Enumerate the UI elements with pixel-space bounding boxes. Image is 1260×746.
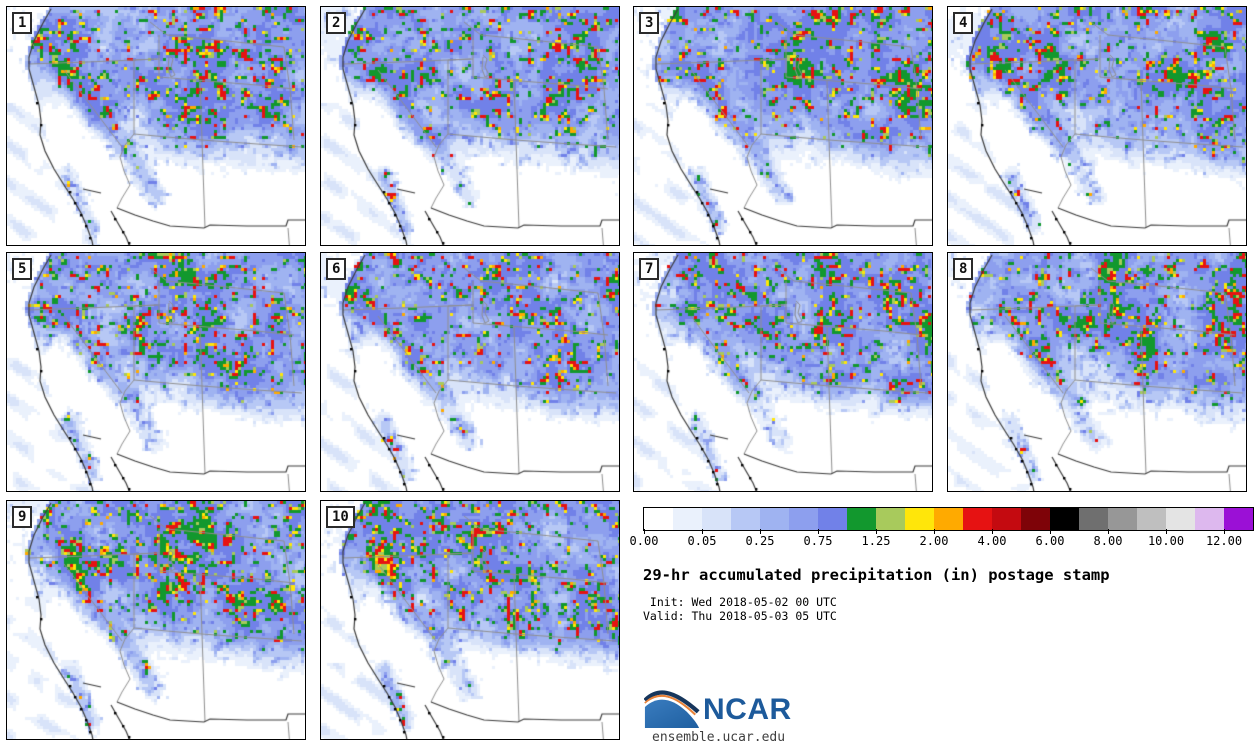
colorbar-tick	[1108, 529, 1109, 534]
colorbar-segment-2	[702, 508, 731, 530]
colorbar-segment-6	[818, 508, 847, 530]
colorbar-segment-16	[1108, 508, 1137, 530]
ensemble-member-panel-8: 8	[947, 252, 1247, 492]
member-number-badge: 9	[12, 506, 33, 528]
ncar-logo-swoosh-icon	[644, 690, 700, 728]
ensemble-member-panel-9: 9	[6, 500, 306, 740]
member-number-badge: 2	[326, 12, 347, 34]
figure-title: 29-hr accumulated precipitation (in) pos…	[643, 566, 1110, 584]
ensemble-member-panel-2: 2	[320, 6, 620, 246]
precip-colorbar	[643, 507, 1254, 531]
colorbar-segment-14	[1050, 508, 1079, 530]
member-number-badge: 1	[12, 12, 33, 34]
precip-map-canvas-8	[948, 253, 1246, 491]
ensemble-member-panel-4: 4	[947, 6, 1247, 246]
ensemble-member-panel-10: 10	[320, 500, 620, 740]
colorbar-tick-label: 0.05	[687, 534, 717, 548]
ncar-branding: NCAR ensemble.ucar.edu	[643, 684, 943, 746]
ensemble-member-panel-6: 6	[320, 252, 620, 492]
precip-map-canvas-5	[7, 253, 305, 491]
colorbar-segment-18	[1166, 508, 1195, 530]
colorbar-segment-12	[992, 508, 1021, 530]
colorbar-tick-label: 0.25	[745, 534, 775, 548]
colorbar-segment-11	[963, 508, 992, 530]
precip-map-canvas-9	[7, 501, 305, 739]
colorbar-tick-label: 0.75	[803, 534, 833, 548]
colorbar-segment-5	[789, 508, 818, 530]
colorbar-tick	[1224, 529, 1225, 534]
colorbar-segment-4	[760, 508, 789, 530]
colorbar-tick	[818, 529, 819, 534]
colorbar-tick	[876, 529, 877, 534]
ensemble-member-panel-3: 3	[633, 6, 933, 246]
ensemble-member-panel-7: 7	[633, 252, 933, 492]
precip-map-canvas-6	[321, 253, 619, 491]
colorbar-segment-13	[1021, 508, 1050, 530]
colorbar-segment-8	[876, 508, 905, 530]
colorbar-tick-label: 0.00	[629, 534, 659, 548]
colorbar-tick-label: 12.00	[1205, 534, 1243, 548]
member-number-badge: 5	[12, 258, 33, 280]
colorbar-tick	[1050, 529, 1051, 534]
ensemble-member-panel-5: 5	[6, 252, 306, 492]
colorbar-segment-15	[1079, 508, 1108, 530]
colorbar-segment-10	[934, 508, 963, 530]
colorbar-tick-label: 4.00	[977, 534, 1007, 548]
colorbar-tick	[934, 529, 935, 534]
precip-map-canvas-7	[634, 253, 932, 491]
colorbar-segment-1	[673, 508, 702, 530]
valid-time-label: Valid: Thu 2018-05-03 05 UTC	[643, 609, 837, 623]
colorbar-tick	[644, 529, 645, 534]
colorbar-tick-label: 8.00	[1093, 534, 1123, 548]
ensemble-member-panel-1: 1	[6, 6, 306, 246]
colorbar-tick	[760, 529, 761, 534]
colorbar-segment-9	[905, 508, 934, 530]
precip-map-canvas-10	[321, 501, 619, 739]
member-number-badge: 3	[639, 12, 660, 34]
precip-map-canvas-3	[634, 7, 932, 245]
precip-map-canvas-2	[321, 7, 619, 245]
member-number-badge: 6	[326, 258, 347, 280]
colorbar-tick	[1166, 529, 1167, 534]
colorbar-segment-19	[1195, 508, 1224, 530]
colorbar-segment-7	[847, 508, 876, 530]
member-number-badge: 10	[326, 506, 355, 528]
colorbar-tick-label: 1.25	[861, 534, 891, 548]
colorbar-tick-label: 2.00	[919, 534, 949, 548]
member-number-badge: 4	[953, 12, 974, 34]
ensemble-url-label: ensemble.ucar.edu	[652, 730, 786, 745]
init-time-label: Init: Wed 2018-05-02 00 UTC	[643, 595, 837, 609]
member-number-badge: 7	[639, 258, 660, 280]
colorbar-tick	[702, 529, 703, 534]
ncar-logo-text: NCAR	[703, 693, 792, 726]
colorbar-tick	[992, 529, 993, 534]
precip-map-canvas-4	[948, 7, 1246, 245]
colorbar-segment-17	[1137, 508, 1166, 530]
colorbar-tick-label: 10.00	[1147, 534, 1185, 548]
colorbar-segment-0	[644, 508, 673, 530]
member-number-badge: 8	[953, 258, 974, 280]
colorbar-segment-3	[731, 508, 760, 530]
colorbar-segment-20	[1224, 508, 1253, 530]
colorbar-tick-label: 6.00	[1035, 534, 1065, 548]
precip-map-canvas-1	[7, 7, 305, 245]
